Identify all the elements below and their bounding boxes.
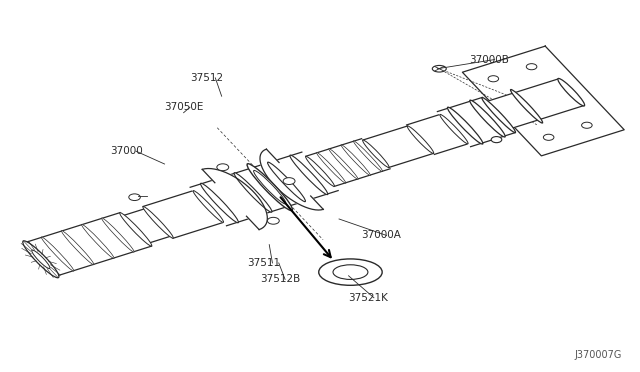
Polygon shape [486, 79, 584, 128]
Ellipse shape [42, 237, 74, 271]
Polygon shape [406, 115, 468, 154]
Ellipse shape [81, 224, 114, 259]
Ellipse shape [511, 90, 543, 123]
Ellipse shape [193, 190, 223, 222]
Polygon shape [123, 209, 171, 243]
Polygon shape [143, 190, 223, 238]
Ellipse shape [290, 155, 328, 195]
Text: 37000: 37000 [111, 146, 143, 156]
Ellipse shape [234, 173, 272, 212]
Ellipse shape [305, 156, 335, 186]
Ellipse shape [253, 170, 286, 204]
Text: 37000B: 37000B [469, 55, 509, 65]
Text: 37050E: 37050E [164, 102, 204, 112]
Ellipse shape [407, 126, 434, 153]
Text: 37512: 37512 [190, 73, 223, 83]
Text: 37511: 37511 [247, 258, 280, 268]
Polygon shape [306, 139, 390, 186]
Circle shape [543, 134, 554, 140]
Ellipse shape [470, 100, 505, 137]
Ellipse shape [61, 231, 94, 265]
Circle shape [283, 178, 295, 185]
Text: 37521K: 37521K [349, 293, 388, 303]
Ellipse shape [120, 213, 152, 246]
Ellipse shape [143, 206, 173, 238]
Ellipse shape [319, 259, 382, 285]
Ellipse shape [247, 164, 292, 211]
Text: 37512B: 37512B [260, 275, 300, 285]
Ellipse shape [102, 218, 134, 252]
Polygon shape [190, 152, 338, 226]
Ellipse shape [447, 107, 483, 144]
Ellipse shape [200, 183, 239, 223]
Polygon shape [462, 46, 624, 156]
Ellipse shape [558, 78, 585, 106]
Text: 37000A: 37000A [361, 231, 401, 240]
Ellipse shape [492, 137, 502, 143]
Ellipse shape [317, 153, 346, 183]
Circle shape [526, 64, 537, 70]
Ellipse shape [23, 241, 59, 278]
Ellipse shape [333, 265, 368, 279]
Polygon shape [437, 97, 515, 147]
Text: J370007G: J370007G [574, 350, 621, 360]
Polygon shape [363, 126, 433, 167]
Polygon shape [260, 149, 323, 210]
Circle shape [268, 217, 279, 224]
Circle shape [582, 122, 592, 128]
Polygon shape [202, 169, 268, 230]
Ellipse shape [440, 114, 468, 144]
Ellipse shape [32, 250, 50, 269]
Ellipse shape [329, 148, 358, 179]
Ellipse shape [363, 140, 389, 167]
Ellipse shape [341, 145, 371, 176]
Ellipse shape [432, 65, 446, 72]
Circle shape [217, 164, 228, 171]
Circle shape [488, 76, 499, 82]
Ellipse shape [482, 97, 515, 133]
Ellipse shape [268, 162, 305, 202]
Ellipse shape [129, 194, 140, 201]
Polygon shape [25, 213, 152, 276]
Ellipse shape [353, 141, 383, 171]
